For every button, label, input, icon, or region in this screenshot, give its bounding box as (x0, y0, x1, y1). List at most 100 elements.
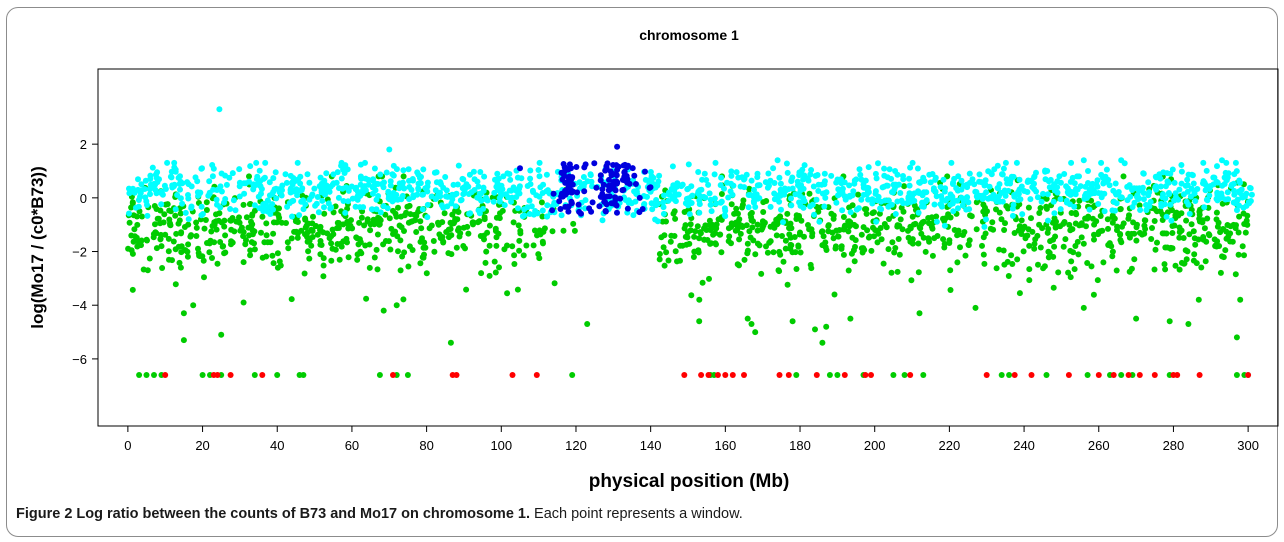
data-point (1245, 372, 1252, 378)
data-point (712, 200, 719, 207)
data-point (460, 191, 467, 198)
data-point (443, 193, 449, 200)
data-point (523, 242, 530, 249)
data-point (177, 180, 184, 187)
data-point (1000, 247, 1007, 254)
data-point (711, 171, 718, 178)
data-point (1031, 240, 1038, 247)
data-point (933, 193, 940, 200)
data-point (966, 170, 973, 177)
x-tick-label: 300 (1237, 438, 1259, 453)
data-point (1223, 159, 1230, 166)
data-point (177, 173, 183, 180)
data-point (513, 188, 520, 195)
data-point (301, 270, 308, 277)
data-point (438, 235, 445, 242)
data-point (456, 233, 463, 240)
data-point (911, 190, 918, 197)
data-point (763, 243, 769, 250)
data-point (1232, 271, 1239, 278)
data-point (591, 160, 598, 167)
data-point (1099, 227, 1106, 234)
data-point (417, 260, 424, 267)
data-point (460, 243, 467, 249)
figure-caption: Figure 2 Log ratio between the counts of… (16, 506, 1266, 522)
data-point (310, 213, 316, 220)
data-point (926, 220, 932, 227)
data-point (606, 176, 612, 183)
data-point (681, 209, 688, 215)
data-point (255, 193, 262, 200)
data-point (886, 216, 892, 222)
data-point (1184, 182, 1191, 189)
data-point (334, 241, 341, 247)
data-point (441, 210, 448, 217)
data-point (418, 225, 425, 232)
data-point (1052, 223, 1059, 230)
data-point (1066, 221, 1073, 228)
data-point (789, 174, 796, 181)
data-point (519, 213, 526, 220)
data-point (1141, 230, 1148, 237)
data-point (958, 177, 965, 184)
data-point (776, 372, 783, 378)
data-point (947, 214, 954, 221)
data-point (1031, 180, 1037, 187)
data-point (151, 372, 157, 378)
data-point (982, 177, 989, 184)
data-point (179, 200, 186, 207)
data-point (573, 164, 580, 170)
data-point (297, 180, 304, 187)
data-point (615, 163, 622, 170)
data-point (1057, 179, 1064, 186)
data-point (851, 258, 858, 265)
data-point (1243, 217, 1250, 224)
data-point (728, 172, 735, 179)
data-point (911, 197, 918, 204)
data-point (840, 214, 847, 220)
data-point (674, 258, 680, 265)
data-point (1105, 225, 1111, 232)
data-point (1091, 236, 1097, 243)
data-point (432, 187, 439, 194)
data-point (315, 209, 322, 216)
data-point (993, 206, 999, 213)
data-point (1038, 198, 1045, 205)
data-point (1231, 191, 1238, 198)
data-point (839, 185, 846, 192)
data-point (146, 255, 153, 262)
data-point (619, 187, 626, 194)
data-point (397, 267, 404, 274)
data-point (520, 252, 527, 259)
data-point (795, 243, 802, 250)
data-point (788, 242, 795, 249)
data-point (774, 157, 781, 164)
data-point (650, 174, 657, 181)
data-point (431, 169, 438, 176)
data-point (961, 229, 968, 235)
data-point (1184, 248, 1191, 255)
data-point (400, 173, 407, 180)
data-point (695, 169, 702, 175)
data-point (1124, 183, 1131, 190)
data-point (549, 228, 556, 235)
data-point (1222, 169, 1229, 176)
data-point (711, 195, 718, 202)
data-point (206, 178, 213, 185)
data-point (1050, 236, 1057, 243)
data-point (1109, 248, 1116, 255)
data-point (368, 206, 375, 213)
chart-title: chromosome 1 (639, 27, 739, 43)
data-point (660, 210, 667, 217)
data-point (328, 240, 335, 247)
data-point (783, 160, 790, 167)
data-point (624, 205, 631, 212)
data-point (770, 249, 777, 256)
data-point (386, 215, 393, 222)
data-point (1218, 193, 1225, 200)
data-point (1192, 241, 1199, 248)
data-point (1151, 372, 1158, 378)
data-point (169, 257, 175, 264)
data-point (152, 229, 159, 236)
data-point (915, 269, 922, 276)
